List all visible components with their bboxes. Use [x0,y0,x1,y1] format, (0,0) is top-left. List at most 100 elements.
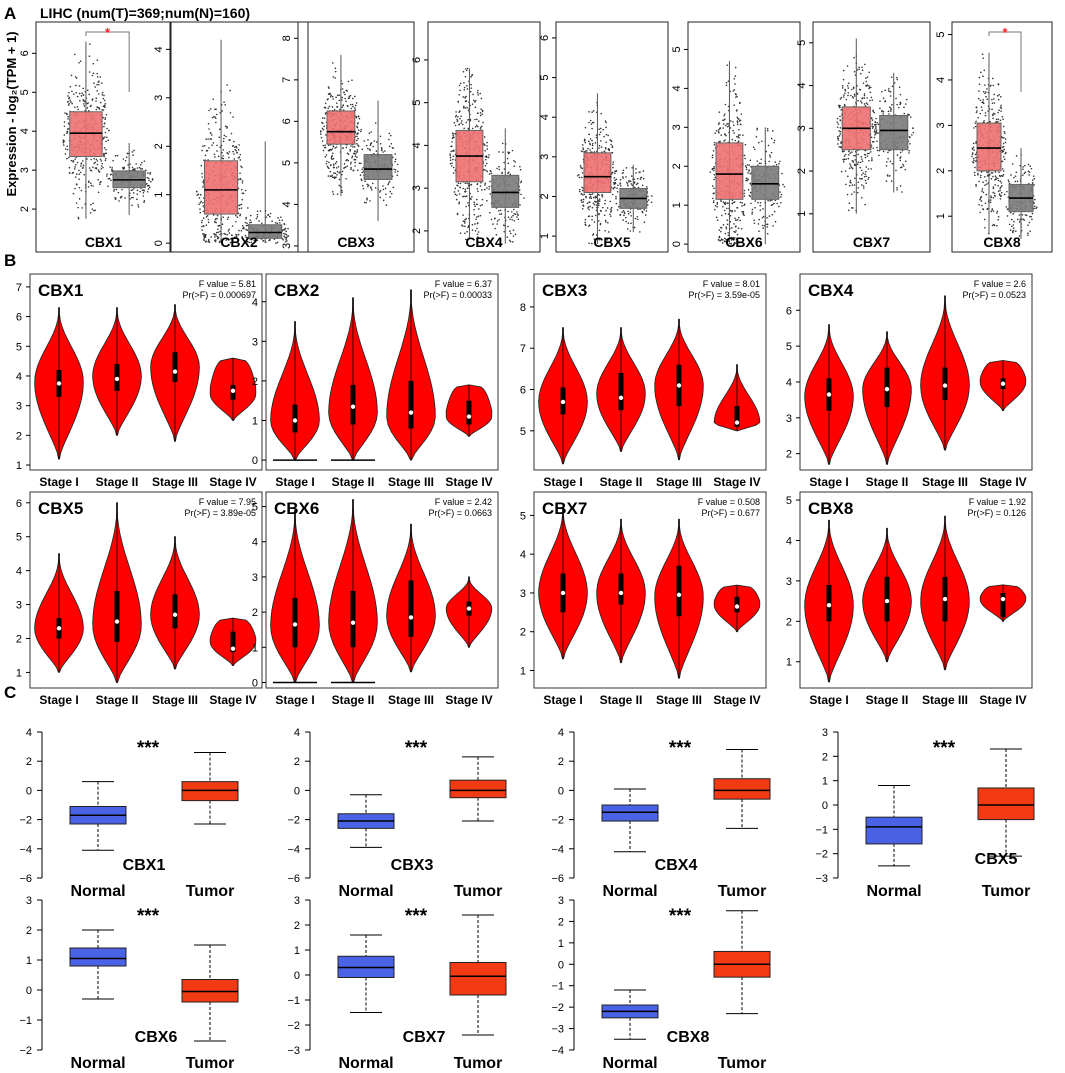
panel-a-jitter-point [132,196,134,199]
panel-a-jitter-point [202,201,204,204]
panel-a-jitter-point [595,136,598,139]
panel-a-jitter-point [471,223,474,226]
panel-a-jitter-point [96,160,99,162]
panel-a-jitter-point [727,240,730,242]
panel-a-jitter-point [130,189,133,192]
panel-a-jitter-point [589,142,591,145]
panel-a-jitter-point [207,241,210,243]
panel-a-jitter-point [980,195,983,198]
panel-a-jitter-point [843,105,846,107]
panel-a-jitter-point [366,183,369,186]
panel-a-jitter-point [726,125,729,128]
panel-a-jitter-point [394,153,397,155]
panel-a-jitter-point [606,207,609,209]
panel-a-jitter-point [981,109,984,111]
panel-a-ytick-label: 1 [153,192,165,198]
panel-a-jitter-point [990,196,992,199]
panel-a-jitter-point [874,123,876,126]
panel-a-jitter-point [869,99,871,102]
panel-a-jitter-point [992,197,995,199]
panel-a-jitter-point [235,149,238,152]
panel-a-jitter-point [730,239,733,241]
panel-a-jitter-point [215,117,217,120]
panel-a-jitter-point [88,167,91,169]
panel-a-jitter-point [622,169,625,172]
panel-a-jitter-point [366,198,368,201]
panel-a-jitter-point [92,202,94,205]
panel-a-jitter-point [861,69,864,71]
panel-a-jitter-point [508,239,511,242]
panel-a-jitter-point [999,96,1002,98]
panel-a-jitter-point [328,87,330,89]
panel-a-jitter-point [223,101,225,104]
panel-a-jitter-point [349,150,351,152]
panel-a-jitter-point [899,103,901,106]
panel-a-jitter-point [367,139,369,141]
panel-a-jitter-point [125,156,128,158]
panel-a-jitter-point [229,112,232,114]
panel-a-jitter-point [749,159,752,162]
panel-b-ytick-label: 7 [520,343,526,355]
panel-b-median-dot [734,420,740,425]
panel-a-jitter-point [584,151,586,153]
panel-a-jitter-point [345,146,348,149]
panel-a-jitter-point [604,120,607,122]
panel-a-jitter-point [839,98,842,100]
panel-a-jitter-point [345,89,348,92]
panel-a-jitter-point [861,66,863,69]
panel-a-jitter-point [865,85,868,87]
panel-b-stage-label: Stage III [922,693,968,707]
panel-a-jitter-point [238,229,240,232]
panel-a-jitter-point [982,181,984,184]
panel-a-jitter-point [488,154,490,156]
panel-a-jitter-point [759,202,762,204]
panel-a-jitter-point [396,163,399,166]
panel-a-jitter-point [853,163,856,166]
panel-a-jitter-point [754,200,757,202]
panel-a-jitter-point [324,146,327,149]
panel-c-ytick-label: 2 [294,756,300,768]
panel-a-jitter-point [1024,214,1027,216]
panel-a-gene-label: CBX4 [465,234,503,250]
panel-a-jitter-point [234,236,237,239]
panel-a-jitter-point [896,154,899,156]
panel-a-jitter-point [199,194,202,196]
panel-a-jitter-point [740,123,742,126]
panel-a-jitter-point [1027,224,1029,227]
panel-a-jitter-point [94,209,96,212]
panel-a-jitter-point [470,198,472,201]
panel-a-jitter-point [67,122,70,124]
panel-a-jitter-point [896,78,899,81]
panel-a-jitter-point [67,100,70,103]
panel-a-jitter-point [1002,155,1005,158]
panel-a-jitter-point [742,213,745,216]
panel-a-jitter-point [246,240,249,243]
panel-a-jitter-point [497,209,500,212]
panel-b-median-dot [560,399,566,405]
panel-a-jitter-point [1033,202,1035,205]
panel-a-jitter-point [591,218,593,221]
panel-a-jitter-point [246,229,249,232]
panel-a-jitter-point [1013,220,1015,223]
panel-a-jitter-point [868,86,871,89]
panel-a-jitter-point [253,239,256,242]
panel-a-jitter-point [96,59,99,61]
panel-a-jitter-point [498,168,501,171]
panel-a-jitter-point [455,111,457,113]
panel-a-jitter-point [731,138,734,141]
panel-a-jitter-point [736,95,738,98]
panel-a-jitter-point [865,175,868,178]
panel-a-jitter-point [350,168,352,170]
panel-a-jitter-point [895,169,897,172]
panel-a-jitter-point [349,94,352,97]
panel-a-jitter-point [475,218,477,221]
panel-a-jitter-point [458,84,461,87]
panel-a-jitter-point [588,121,590,124]
panel-a-jitter-point [136,167,139,169]
panel-a-jitter-point [481,198,484,201]
panel-a-jitter-point [488,188,490,190]
panel-b-stage-label: Stage III [656,475,702,489]
panel-a-jitter-point [589,138,592,140]
panel-a-jitter-point [598,128,600,130]
panel-a-jitter-point [103,94,105,97]
